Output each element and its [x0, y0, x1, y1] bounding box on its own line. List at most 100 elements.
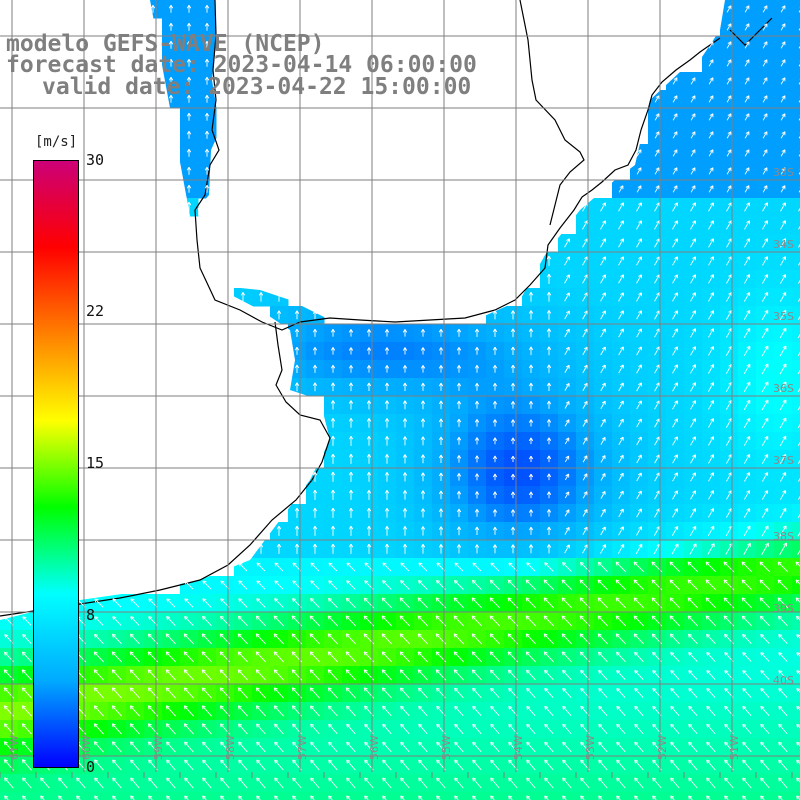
colorbar-tick-label: 22: [86, 302, 105, 320]
colorbar: [33, 160, 79, 768]
longitude-label: 51W: [728, 735, 741, 760]
wind-speed-cell: [288, 792, 307, 800]
wind-arrow: [654, 274, 660, 284]
wind-arrow: [762, 185, 768, 193]
wind-speed-cell: [720, 792, 739, 800]
wind-arrow: [636, 238, 642, 248]
wind-speed-cell: [792, 306, 800, 325]
wind-speed-cell: [792, 720, 800, 739]
wind-arrow: [762, 59, 768, 67]
wind-arrow: [204, 22, 210, 31]
wind-speed-cell: [792, 792, 800, 800]
wind-arrow: [186, 58, 192, 67]
wind-speed-cell: [504, 792, 523, 800]
wind-speed-cell: [792, 540, 800, 559]
wind-speed-cell: [180, 792, 199, 800]
wind-arrow: [186, 130, 192, 139]
wind-speed-cell: [792, 378, 800, 397]
wind-speed-cell: [234, 792, 253, 800]
wind-arrow: [654, 220, 660, 230]
wind-speed-cell: [792, 396, 800, 415]
wind-arrow: [726, 220, 732, 230]
wind-arrow: [186, 22, 192, 31]
wind-arrow: [672, 149, 678, 157]
longitude-label: 57W: [296, 735, 309, 760]
wind-arrow: [204, 130, 210, 139]
wind-speed-cell: [18, 792, 37, 800]
wind-arrow: [690, 220, 696, 230]
wind-arrow: [654, 149, 660, 157]
wind-arrow: [708, 113, 714, 121]
wind-arrow: [798, 225, 800, 230]
coastline-argentina: [0, 321, 331, 617]
wind-arrow: [780, 220, 786, 230]
wind-arrow: [600, 256, 606, 266]
wind-speed-cell: [792, 126, 800, 145]
wind-arrow: [600, 220, 606, 230]
latitude-label: 39S: [773, 602, 794, 615]
wind-arrow: [780, 274, 787, 284]
wind-speed-cell: [540, 792, 559, 800]
wind-arrow: [636, 274, 642, 284]
wind-arrow: [726, 185, 732, 193]
wind-arrow: [186, 184, 192, 193]
wind-arrow: [168, 58, 174, 67]
wind-arrow: [636, 256, 642, 266]
wind-arrow: [546, 255, 552, 266]
wind-arrow: [168, 22, 174, 31]
wind-arrow: [762, 274, 769, 284]
wind-arrow: [779, 291, 787, 302]
wind-arrow: [672, 95, 678, 103]
wind-arrow: [168, 76, 174, 85]
longitude-label: 60W: [80, 735, 93, 760]
wind-speed-cell: [0, 792, 19, 800]
wind-speed-cell: [468, 792, 487, 800]
wind-speed-cell: [594, 792, 613, 800]
wind-arrow: [744, 256, 750, 266]
wind-speed-cell: [792, 522, 800, 541]
wind-arrow: [743, 292, 751, 302]
wind-arrow: [240, 292, 246, 302]
wind-arrow: [762, 220, 768, 230]
wind-arrow: [726, 59, 732, 67]
wind-arrow: [780, 149, 786, 157]
wind-speed-cell: [792, 54, 800, 73]
wind-arrow: [546, 273, 552, 284]
wind-speed-cell: [396, 792, 415, 800]
wind-speed-cell: [792, 234, 800, 253]
wind-speed-cell: [486, 792, 505, 800]
wind-arrow: [204, 112, 210, 121]
wind-arrow: [708, 131, 714, 139]
wind-arrow: [618, 274, 624, 284]
wind-speed-cell: [558, 792, 577, 800]
wind-arrow: [582, 202, 588, 212]
wind-speed-cell: [792, 288, 800, 307]
wind-speed-cell: [792, 630, 800, 649]
wind-arrow: [618, 220, 624, 230]
wind-speed-cell: [792, 18, 800, 37]
wind-arrow: [726, 131, 732, 139]
wind-speed-cell: [792, 612, 800, 631]
wind-arrow: [762, 41, 768, 49]
wind-arrow: [708, 41, 714, 49]
wind-arrow: [744, 59, 750, 67]
wind-arrow: [204, 58, 210, 67]
wind-arrow: [708, 238, 714, 248]
wind-arrow: [726, 113, 732, 121]
wind-speed-cell: [792, 504, 800, 523]
wind-arrow: [582, 274, 588, 284]
wind-arrow: [708, 95, 714, 103]
wind-arrow: [744, 202, 750, 212]
wind-speed-cell: [792, 198, 800, 217]
wind-speed-cell: [792, 576, 800, 595]
wind-speed-cell: [792, 36, 800, 55]
wind-arrow: [762, 149, 768, 157]
latitude-label: 37S: [773, 454, 794, 467]
longitude-label: 52W: [656, 735, 669, 760]
wind-arrow: [744, 113, 750, 121]
wind-speed-cell: [738, 792, 757, 800]
wind-speed-cell: [792, 360, 800, 379]
wind-arrow: [780, 23, 786, 31]
wind-arrow: [762, 131, 768, 139]
wind-arrow: [761, 292, 769, 302]
